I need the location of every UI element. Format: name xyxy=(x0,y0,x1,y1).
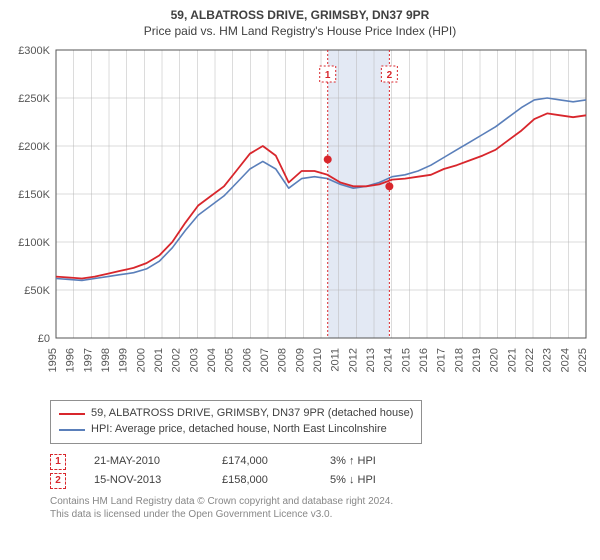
svg-text:1998: 1998 xyxy=(100,348,112,372)
svg-text:1: 1 xyxy=(325,70,331,81)
chart-svg: £0 £50K £100K £150K £200K £250K £300K 1995 1996 1… xyxy=(10,44,594,394)
legend-item-property: 59, ALBATROSS DRIVE, GRIMSBY, DN37 9PR (… xyxy=(59,406,413,421)
event-price: £174,000 xyxy=(222,454,302,469)
event-price: £158,000 xyxy=(222,473,302,488)
svg-text:2004: 2004 xyxy=(206,348,218,372)
svg-text:2024: 2024 xyxy=(559,348,571,372)
event-delta: 5% ↓ HPI xyxy=(330,473,376,488)
event-row-2: 2 15-NOV-2013 £158,000 5% ↓ HPI xyxy=(50,473,574,489)
svg-text:2017: 2017 xyxy=(436,348,448,372)
svg-text:£150K: £150K xyxy=(18,189,50,201)
svg-text:2021: 2021 xyxy=(506,348,518,372)
event-marker-icon: 2 xyxy=(50,473,66,489)
svg-text:1995: 1995 xyxy=(47,348,59,372)
svg-text:2009: 2009 xyxy=(294,348,306,372)
svg-text:2015: 2015 xyxy=(400,348,412,372)
svg-text:2014: 2014 xyxy=(383,348,395,372)
svg-text:1999: 1999 xyxy=(118,348,130,372)
svg-text:2019: 2019 xyxy=(471,348,483,372)
svg-text:2006: 2006 xyxy=(241,348,253,372)
legend-item-hpi: HPI: Average price, detached house, Nort… xyxy=(59,422,413,437)
event-marker-icon: 1 xyxy=(50,454,66,470)
svg-text:2025: 2025 xyxy=(577,348,589,372)
svg-text:2005: 2005 xyxy=(224,348,236,372)
svg-text:2008: 2008 xyxy=(277,348,289,372)
svg-text:2002: 2002 xyxy=(171,348,183,372)
svg-text:2001: 2001 xyxy=(153,348,165,372)
event-delta: 3% ↑ HPI xyxy=(330,454,376,469)
legend-swatch xyxy=(59,413,85,415)
svg-text:£0: £0 xyxy=(38,333,50,345)
svg-text:2010: 2010 xyxy=(312,348,324,372)
svg-text:2000: 2000 xyxy=(135,348,147,372)
svg-text:2023: 2023 xyxy=(542,348,554,372)
legend: 59, ALBATROSS DRIVE, GRIMSBY, DN37 9PR (… xyxy=(50,400,422,444)
svg-text:1996: 1996 xyxy=(65,348,77,372)
svg-text:£200K: £200K xyxy=(18,141,50,153)
attribution-line2: This data is licensed under the Open Gov… xyxy=(50,508,574,521)
event-row-1: 1 21-MAY-2010 £174,000 3% ↑ HPI xyxy=(50,454,574,470)
event-date: 15-NOV-2013 xyxy=(94,473,194,488)
svg-text:£300K: £300K xyxy=(18,45,50,57)
page-subtitle: Price paid vs. HM Land Registry's House … xyxy=(10,24,590,38)
attribution: Contains HM Land Registry data © Crown c… xyxy=(50,495,574,521)
legend-label: HPI: Average price, detached house, Nort… xyxy=(91,422,387,437)
page-title: 59, ALBATROSS DRIVE, GRIMSBY, DN37 9PR xyxy=(10,8,590,22)
svg-text:£250K: £250K xyxy=(18,93,50,105)
svg-text:2020: 2020 xyxy=(489,348,501,372)
svg-text:2022: 2022 xyxy=(524,348,536,372)
event-rows: 1 21-MAY-2010 £174,000 3% ↑ HPI 2 15-NOV… xyxy=(50,454,574,489)
legend-swatch xyxy=(59,429,85,431)
svg-text:£100K: £100K xyxy=(18,237,50,249)
svg-text:2: 2 xyxy=(387,70,393,81)
svg-text:2011: 2011 xyxy=(330,348,342,372)
svg-text:2018: 2018 xyxy=(453,348,465,372)
svg-text:£50K: £50K xyxy=(24,285,50,297)
svg-text:2012: 2012 xyxy=(347,348,359,372)
svg-text:2016: 2016 xyxy=(418,348,430,372)
attribution-line1: Contains HM Land Registry data © Crown c… xyxy=(50,495,574,508)
svg-text:2003: 2003 xyxy=(188,348,200,372)
price-chart: £0 £50K £100K £150K £200K £250K £300K 1995 1996 1… xyxy=(10,44,590,394)
svg-text:2013: 2013 xyxy=(365,348,377,372)
svg-text:2007: 2007 xyxy=(259,348,271,372)
event-date: 21-MAY-2010 xyxy=(94,454,194,469)
svg-text:1997: 1997 xyxy=(82,348,94,372)
legend-label: 59, ALBATROSS DRIVE, GRIMSBY, DN37 9PR (… xyxy=(91,406,413,421)
